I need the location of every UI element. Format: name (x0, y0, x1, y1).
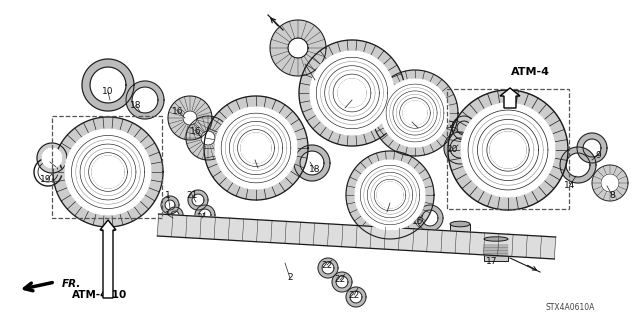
Text: 7: 7 (384, 207, 390, 217)
Polygon shape (183, 111, 197, 125)
Polygon shape (355, 160, 425, 230)
Text: 21: 21 (196, 213, 208, 222)
Polygon shape (157, 214, 556, 259)
Text: 3: 3 (312, 76, 318, 85)
Polygon shape (42, 148, 62, 168)
Polygon shape (346, 151, 434, 239)
Polygon shape (37, 143, 67, 173)
Polygon shape (65, 129, 151, 215)
Polygon shape (92, 156, 124, 188)
Text: 1: 1 (165, 190, 171, 199)
Text: 19: 19 (40, 175, 52, 184)
Text: STX4A0610A: STX4A0610A (545, 303, 595, 313)
Polygon shape (168, 96, 212, 140)
Polygon shape (500, 88, 520, 108)
Polygon shape (332, 272, 352, 292)
Text: ATM-4: ATM-4 (511, 67, 550, 77)
Polygon shape (403, 101, 427, 125)
Text: 9: 9 (595, 151, 601, 160)
Polygon shape (338, 79, 366, 107)
Text: 2: 2 (287, 273, 293, 283)
Polygon shape (452, 116, 476, 140)
Text: FR.: FR. (62, 279, 81, 289)
Polygon shape (270, 20, 326, 76)
Text: 18: 18 (131, 100, 141, 109)
Bar (450, 224, 470, 252)
Bar (484, 239, 508, 261)
Polygon shape (381, 79, 449, 147)
Polygon shape (444, 132, 476, 164)
Polygon shape (299, 40, 405, 146)
Text: 11: 11 (454, 243, 466, 253)
Polygon shape (560, 147, 596, 183)
Text: 13: 13 (44, 158, 56, 167)
Text: 10: 10 (102, 87, 114, 97)
Text: 17: 17 (486, 257, 498, 266)
Text: 22: 22 (321, 261, 333, 270)
Text: ATM-4-10: ATM-4-10 (72, 290, 127, 300)
Text: 14: 14 (564, 181, 576, 189)
Polygon shape (82, 59, 134, 111)
Text: 8: 8 (609, 190, 615, 199)
Polygon shape (310, 51, 394, 135)
Polygon shape (346, 287, 366, 307)
Polygon shape (592, 165, 628, 201)
Polygon shape (201, 131, 215, 145)
Text: 16: 16 (172, 108, 184, 116)
Text: 18: 18 (309, 166, 321, 174)
Polygon shape (577, 133, 607, 163)
Text: 21: 21 (186, 190, 198, 199)
Text: 22: 22 (334, 276, 346, 285)
Text: 12: 12 (444, 121, 456, 130)
Polygon shape (377, 182, 403, 208)
Polygon shape (241, 133, 271, 163)
Polygon shape (100, 220, 116, 298)
Text: 4: 4 (415, 123, 421, 132)
Polygon shape (204, 96, 308, 200)
Polygon shape (461, 103, 555, 197)
Ellipse shape (450, 221, 470, 227)
Polygon shape (294, 145, 330, 181)
Polygon shape (161, 196, 179, 214)
Polygon shape (53, 117, 163, 227)
Polygon shape (490, 132, 526, 168)
Text: 15: 15 (412, 218, 424, 226)
Polygon shape (318, 258, 338, 278)
Polygon shape (186, 116, 230, 160)
Polygon shape (448, 90, 568, 210)
Polygon shape (167, 207, 183, 223)
Text: 6: 6 (255, 164, 261, 173)
Polygon shape (188, 190, 208, 210)
Polygon shape (126, 81, 164, 119)
Polygon shape (417, 205, 443, 231)
Text: 22: 22 (348, 291, 360, 300)
Text: 5: 5 (342, 103, 348, 113)
Polygon shape (372, 70, 458, 156)
Polygon shape (601, 174, 619, 192)
Polygon shape (215, 107, 297, 189)
Text: 20: 20 (446, 145, 458, 154)
Polygon shape (288, 38, 308, 58)
Text: 16: 16 (190, 128, 202, 137)
Ellipse shape (484, 237, 508, 241)
Polygon shape (195, 205, 215, 225)
Text: 1: 1 (165, 211, 171, 219)
